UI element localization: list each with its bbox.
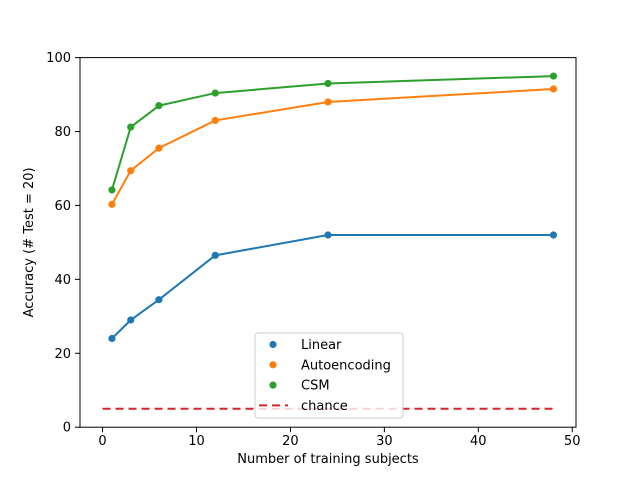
y-tick-label-60: 60 bbox=[54, 199, 71, 214]
series-marker-linear bbox=[324, 231, 332, 239]
series-marker-csm bbox=[108, 186, 116, 194]
series-marker-autoencoding bbox=[155, 144, 163, 152]
legend: Linear Autoencoding CSM chance bbox=[254, 332, 404, 419]
series-marker-csm bbox=[155, 102, 163, 110]
legend-marker-autoencoding bbox=[269, 361, 277, 369]
series-marker-csm bbox=[324, 79, 332, 88]
y-tick-label-20: 20 bbox=[54, 347, 71, 362]
legend-label-csm: CSM bbox=[301, 379, 330, 394]
series-marker-autoencoding bbox=[127, 167, 135, 175]
series-line-linear bbox=[111, 234, 554, 340]
series-line-csm bbox=[110, 75, 554, 191]
series-marker-csm bbox=[549, 72, 558, 80]
series-marker-linear bbox=[211, 251, 219, 259]
x-axis-label: Number of training subjects bbox=[237, 452, 419, 467]
series-marker-linear bbox=[127, 316, 135, 324]
series-marker-autoencoding bbox=[211, 116, 219, 125]
series-marker-linear bbox=[155, 296, 163, 304]
y-tick-label-80: 80 bbox=[54, 125, 71, 140]
plot-border bbox=[79, 57, 577, 428]
legend-box bbox=[254, 332, 404, 419]
series-line-autoencoding bbox=[111, 88, 554, 205]
series-marker-csm bbox=[211, 89, 219, 97]
series-marker-linear bbox=[108, 334, 116, 343]
legend-marker-linear bbox=[269, 340, 277, 349]
series-marker-autoencoding bbox=[549, 85, 558, 93]
series-marker-csm bbox=[127, 123, 135, 131]
x-tick-label-20: 20 bbox=[282, 434, 299, 449]
x-tick-label-30: 30 bbox=[376, 434, 393, 449]
y-tick-label-0: 0 bbox=[63, 421, 71, 436]
y-axis-label: Accuracy (# Test = 20) bbox=[22, 167, 37, 317]
x-tick-label-10: 10 bbox=[188, 434, 205, 449]
legend-label-chance: chance bbox=[301, 399, 348, 414]
legend-label-linear: Linear bbox=[301, 338, 342, 353]
series-marker-linear bbox=[549, 231, 558, 239]
x-tick-label-40: 40 bbox=[470, 434, 487, 449]
legend-marker-csm bbox=[269, 381, 277, 389]
x-tick-label-0: 0 bbox=[98, 434, 106, 449]
y-tick-label-40: 40 bbox=[54, 273, 71, 288]
x-tick-label-50: 50 bbox=[564, 434, 581, 449]
series-marker-autoencoding bbox=[324, 98, 332, 106]
y-tick-label-100: 100 bbox=[46, 51, 71, 66]
series-marker-autoencoding bbox=[108, 200, 116, 208]
legend-label-autoencoding: Autoencoding bbox=[301, 358, 391, 373]
